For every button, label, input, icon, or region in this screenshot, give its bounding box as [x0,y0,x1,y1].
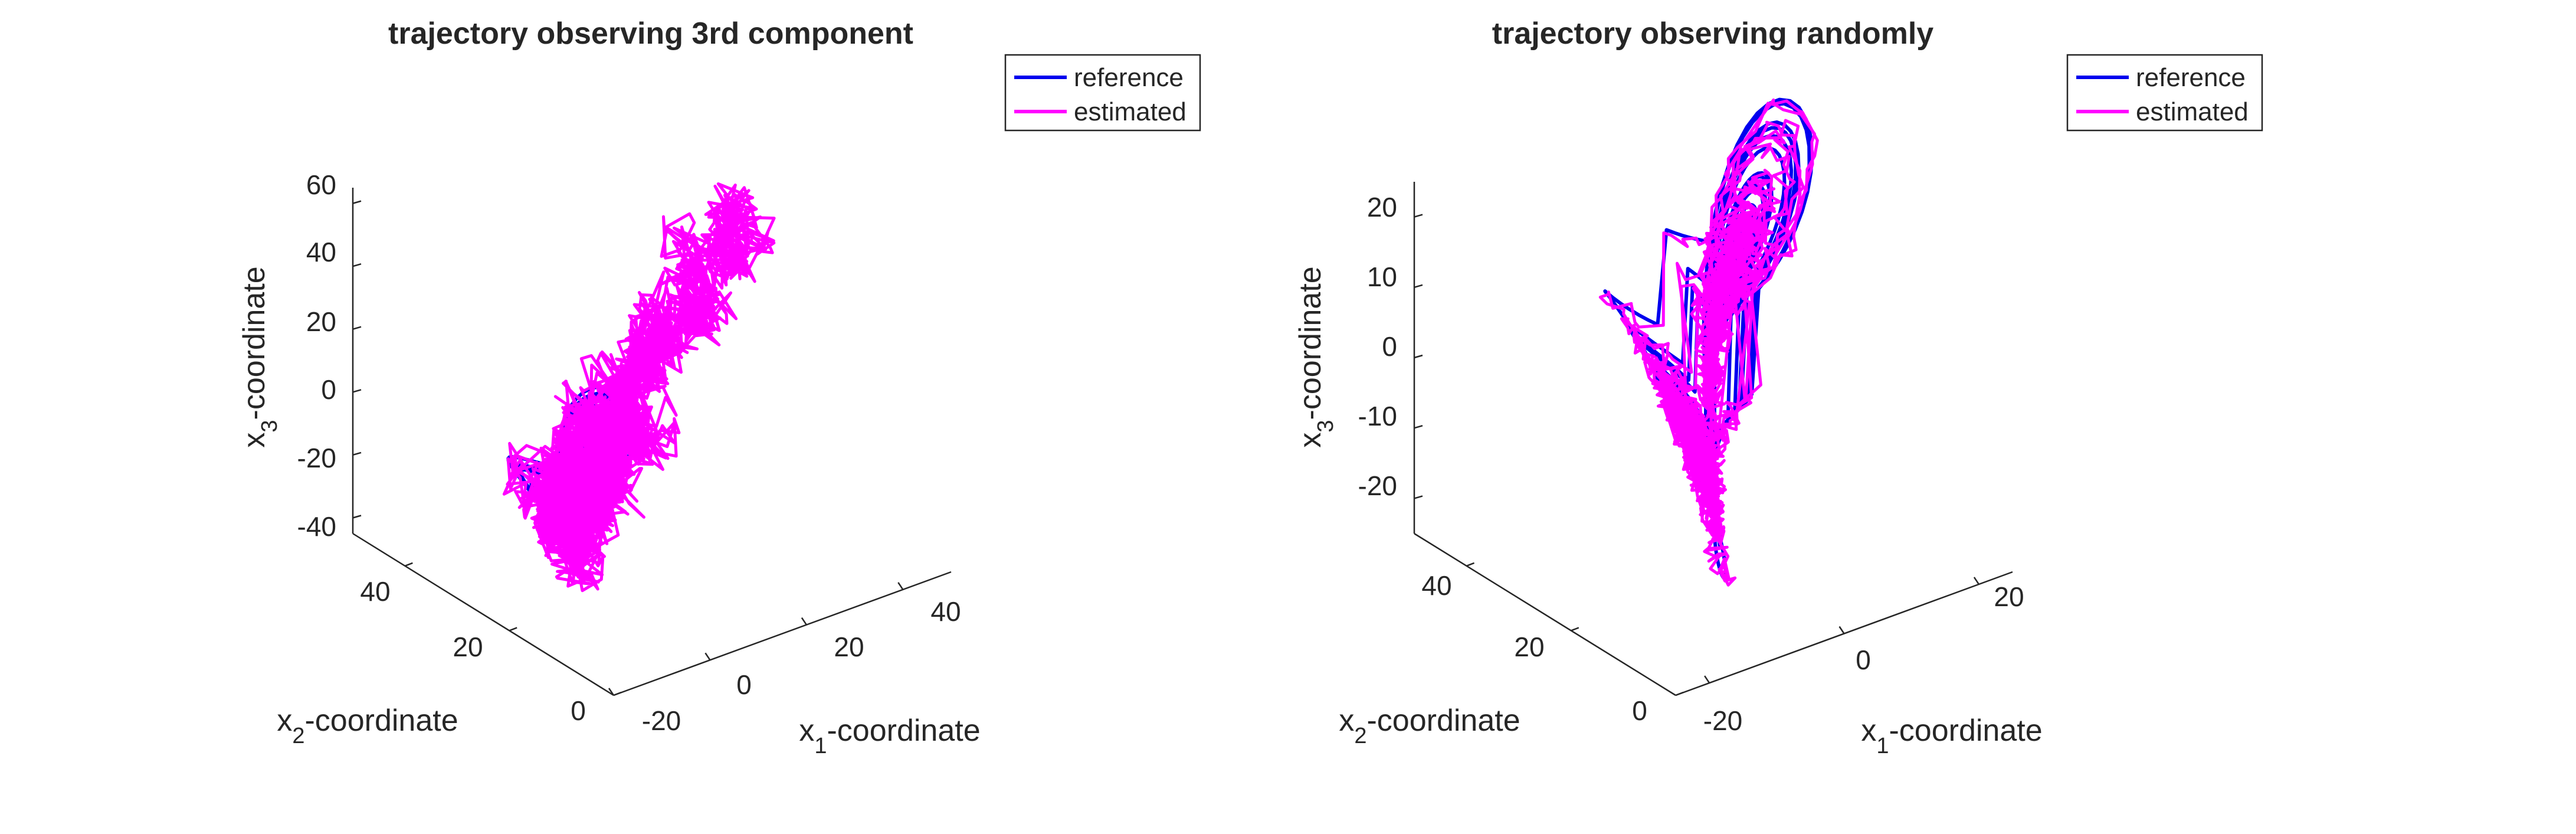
tick-mark [352,200,362,204]
y-axis-line [1414,532,1676,696]
z-tick-labels: 60 40 20 0 -20 -40 [297,169,336,542]
x-tick-label: -20 [1703,705,1742,736]
y-tick-label: 40 [360,576,390,607]
z-axis-label: x3-coordinate [1293,266,1338,447]
tick-mark [1571,627,1579,632]
z-tick-label: -10 [1358,401,1397,431]
x-tick-label: 20 [834,632,864,662]
z-tick-label: 0 [321,374,336,405]
z-tick-label: 20 [1367,192,1397,223]
legend-box [1004,54,1201,132]
y-tick-label: 0 [571,695,586,726]
z-tick-label: 20 [306,306,336,337]
tick-mark [897,582,904,590]
tick-mark [1414,354,1423,359]
tick-mark [1414,495,1423,499]
legend-label-estimated: estimated [1074,97,1187,126]
z-tick-label: -40 [297,511,336,542]
z-tick-label: -20 [297,443,336,473]
legend: reference estimated [2066,54,2263,132]
tick-mark [352,263,362,267]
y-axis-label: x2-coordinate [1339,704,1520,748]
tick-mark [1414,424,1423,429]
tick-mark [608,688,615,696]
legend: reference estimated [1004,54,1201,132]
z-tick-label: 10 [1367,261,1397,292]
x-axis-line [613,571,952,696]
tick-mark [1838,626,1845,635]
x-tick-labels: -20 0 20 [1703,581,2024,736]
x-tick-labels: -20 0 20 40 [642,596,961,736]
y-tick-label: 20 [453,632,483,662]
axes-box [352,188,952,696]
tick-mark [352,389,362,393]
tick-mark [613,691,622,696]
x-tick-label: 0 [1856,645,1871,675]
tick-mark [1973,577,1979,585]
y-tick-label: 20 [1514,632,1544,662]
tick-marks [1414,214,1979,696]
chart-title: trajectory observing randomly [1492,17,1934,51]
tick-mark [1414,214,1423,218]
chart-panel-left: trajectory observing 3rd component 60 40… [237,17,1201,758]
tick-mark [1675,691,1684,696]
legend-label-reference: reference [2136,63,2246,92]
z-tick-labels: 20 10 0 -10 -20 [1358,192,1397,501]
tick-mark [352,515,362,519]
plot-area [502,182,776,593]
y-axis-line [352,532,614,696]
x-tick-label: 20 [1994,581,2024,612]
x-tick-label: 0 [736,669,752,700]
tick-mark [1414,284,1423,289]
x-tick-label: -20 [642,705,681,736]
tick-mark [1466,562,1475,567]
chart-title: trajectory observing 3rd component [388,17,913,51]
z-axis-label: x3-coordinate [237,266,282,447]
z-tick-label: -20 [1358,470,1397,501]
y-tick-label: 40 [1421,570,1451,601]
z-tick-label: 40 [306,237,336,267]
tick-mark [1704,675,1710,683]
z-tick-label: 60 [306,169,336,200]
legend-box [2066,54,2263,132]
x-tick-label: 40 [930,596,961,627]
tick-mark [404,562,413,567]
z-tick-label: 0 [1382,331,1397,362]
tick-mark [509,627,517,632]
tick-mark [352,326,362,330]
tick-mark [801,617,807,626]
y-tick-label: 0 [1632,695,1647,726]
y-tick-labels: 0 20 40 [1421,570,1647,726]
x-axis-label: x1-coordinate [1861,714,2042,758]
y-axis-label: x2-coordinate [277,704,458,748]
x-axis-label: x1-coordinate [799,714,980,758]
chart-panel-right: trajectory observing randomly 20 10 0 -1… [1293,17,2263,758]
plot-area [1598,97,1819,587]
tick-mark [704,652,711,660]
series-line-estimated [502,182,776,593]
series-line-estimated [1598,98,1819,587]
y-tick-labels: 0 20 40 [360,576,585,726]
tick-marks [352,200,904,696]
legend-label-estimated: estimated [2136,97,2249,126]
legend-label-reference: reference [1074,63,1184,92]
tick-mark [352,452,362,456]
